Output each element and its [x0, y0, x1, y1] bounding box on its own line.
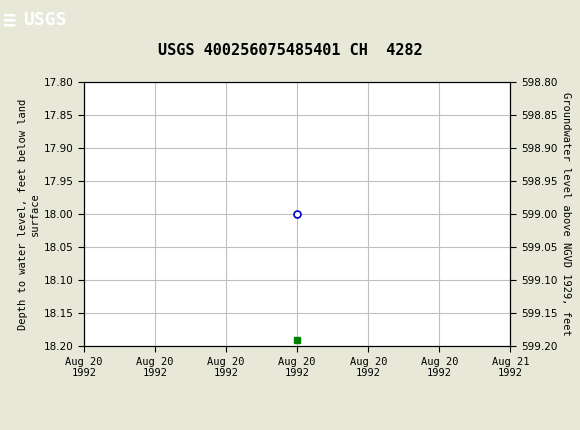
Text: ≡: ≡ — [3, 10, 16, 31]
Text: USGS 400256075485401 CH  4282: USGS 400256075485401 CH 4282 — [158, 43, 422, 58]
Y-axis label: Groundwater level above NGVD 1929, feet: Groundwater level above NGVD 1929, feet — [561, 92, 571, 336]
Y-axis label: Depth to water level, feet below land
surface: Depth to water level, feet below land su… — [18, 98, 39, 329]
Text: USGS: USGS — [23, 12, 67, 29]
